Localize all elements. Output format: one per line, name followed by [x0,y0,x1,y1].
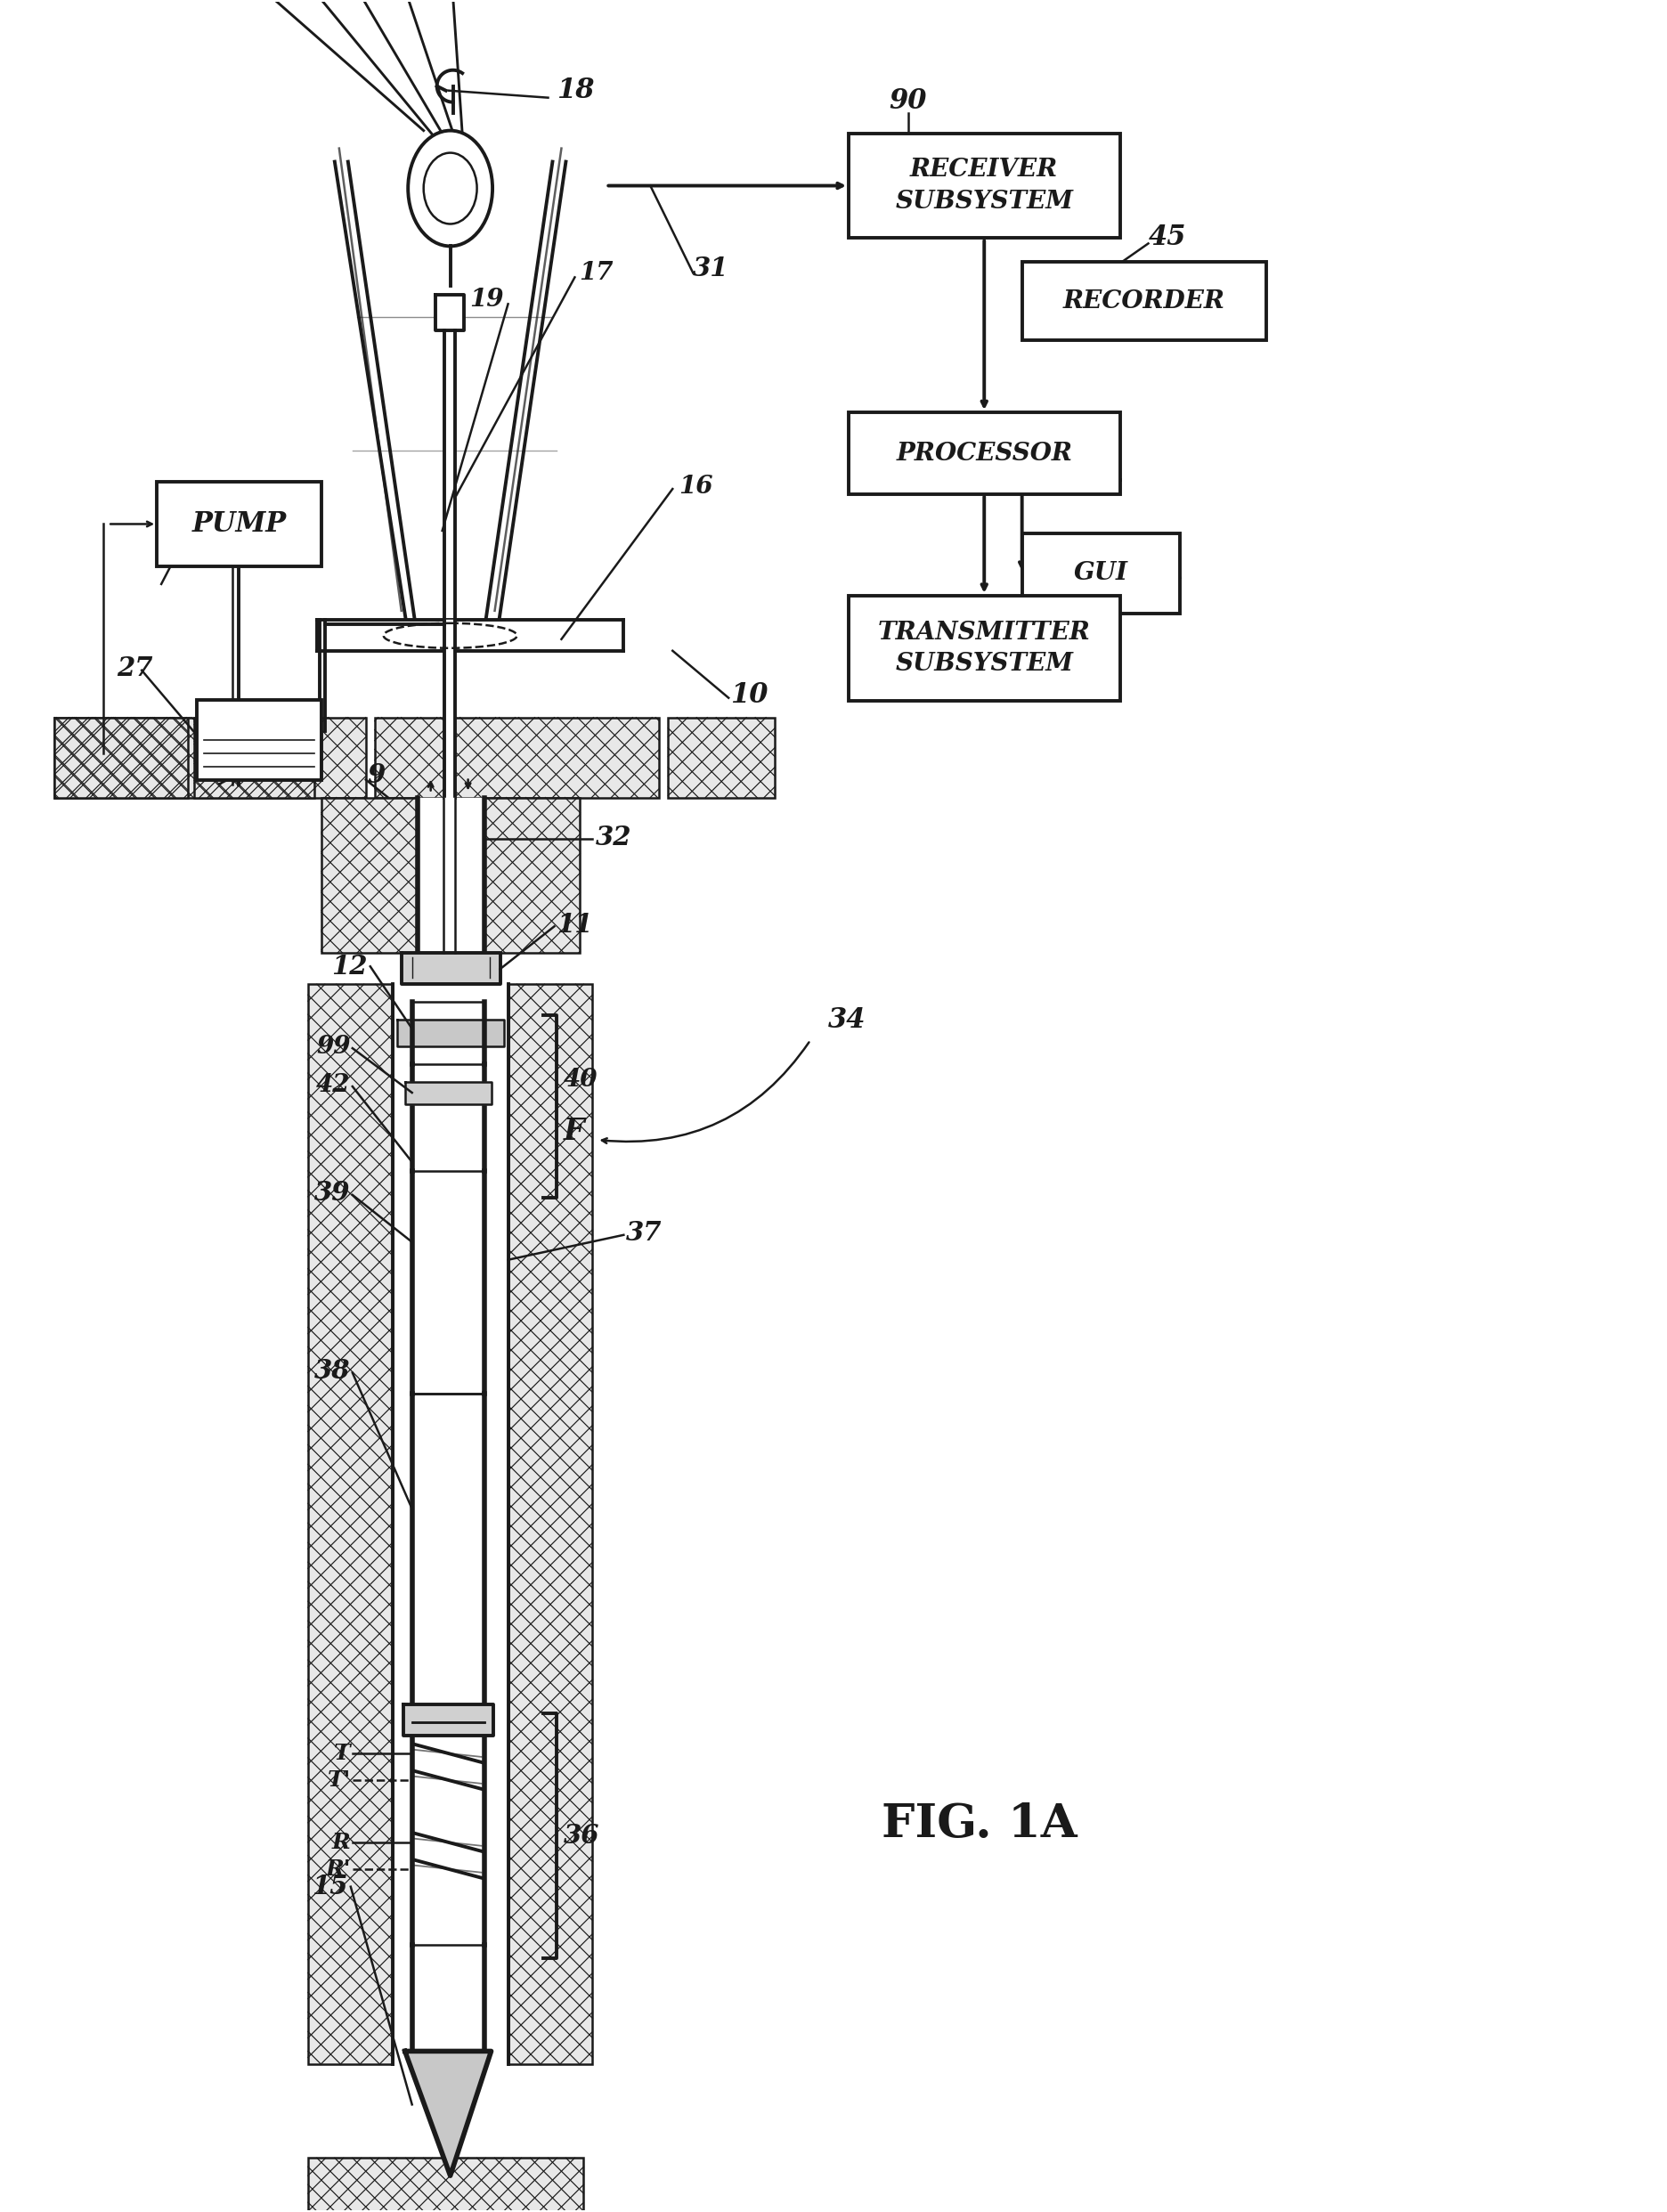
Bar [849,595,1120,701]
Text: 26: 26 [198,774,235,801]
Text: 85: 85 [989,429,1024,456]
Text: 99: 99 [317,1035,350,1060]
Bar [308,984,392,2064]
Text: 92: 92 [1130,580,1167,606]
Text: 29: 29 [173,546,207,568]
Bar [668,717,775,799]
Text: 15: 15 [312,1874,348,1900]
Bar [55,717,365,799]
Bar [197,699,322,779]
Text: 32: 32 [595,825,632,849]
Text: 31: 31 [693,254,728,281]
Text: PROCESSOR: PROCESSOR [897,442,1072,465]
Text: 17: 17 [578,261,613,285]
Text: 42: 42 [317,1073,350,1097]
Bar [308,2159,583,2212]
Bar [193,717,313,799]
Text: RECEIVER
SUBSYSTEM: RECEIVER SUBSYSTEM [895,157,1074,215]
Text: 16: 16 [678,473,713,498]
Text: T: T [333,1743,350,1763]
Text: 12: 12 [332,953,368,980]
Text: 27: 27 [117,655,153,681]
Text: R: R [332,1832,350,1854]
Text: 45: 45 [1149,223,1187,252]
Text: 10: 10 [730,681,768,710]
Bar [1022,533,1180,613]
Bar [508,984,592,2064]
Text: 90: 90 [889,88,927,115]
Ellipse shape [408,131,492,246]
Text: 9: 9 [368,763,385,787]
Text: RECORDER: RECORDER [1064,290,1225,314]
Text: FIG. 1A: FIG. 1A [882,1803,1077,1847]
Text: 40: 40 [563,1068,597,1093]
Polygon shape [405,2051,492,2177]
Bar [322,799,417,953]
Text: F: F [563,1117,585,1146]
Text: GUI: GUI [1074,562,1129,586]
Text: 18: 18 [557,77,595,104]
Text: R': R' [325,1858,350,1880]
Bar [1022,263,1267,341]
Text: T': T' [327,1770,350,1792]
Text: 37: 37 [627,1221,662,1245]
Text: 34: 34 [828,1006,867,1033]
Text: 39: 39 [315,1181,350,1206]
Text: PUMP: PUMP [192,511,287,538]
Text: 19: 19 [470,288,503,312]
Bar [375,717,658,799]
Text: 38: 38 [315,1358,350,1385]
Text: 11: 11 [557,911,593,938]
Text: 36: 36 [563,1823,598,1849]
Bar [849,411,1120,493]
Bar [849,133,1120,239]
Text: 95: 95 [859,664,895,690]
Bar [157,482,322,566]
Bar [483,799,580,953]
Text: TRANSMITTER
SUBSYSTEM: TRANSMITTER SUBSYSTEM [879,619,1090,677]
Bar [55,717,188,799]
